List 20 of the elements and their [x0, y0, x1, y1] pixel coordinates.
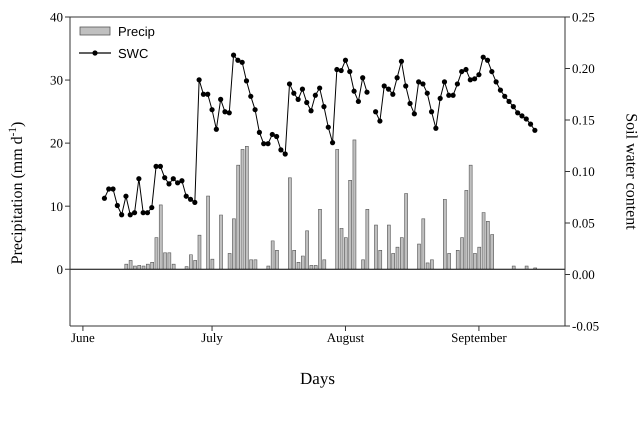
y2-tick-label: 0.25: [572, 10, 595, 25]
y2-tick-label: -0.05: [572, 318, 600, 334]
y2-tick-label: 0.15: [572, 112, 595, 128]
y-tick-label: 0: [56, 262, 63, 277]
y-tick-label: 30: [50, 72, 63, 88]
x-tick-label: September: [451, 330, 508, 346]
legend-label: SWC: [118, 46, 148, 60]
y-tick-label: 10: [50, 198, 63, 214]
y2-tick-label: 0.20: [572, 61, 595, 76]
y-tick-label: 40: [50, 10, 63, 25]
x-tick-label: August: [326, 330, 365, 346]
x-tick-label: July: [201, 330, 224, 346]
y2-tick-label: 0.10: [572, 164, 595, 180]
y2-tick-label: 0.05: [572, 216, 595, 231]
y-tick-label: 20: [50, 136, 63, 151]
legend-label: Precip: [118, 24, 155, 38]
x-axis-title: Days: [300, 369, 335, 388]
y2-axis-title: Soil water content: [622, 113, 639, 230]
y2-tick-label: 0.00: [572, 267, 595, 282]
x-tick-label: June: [70, 330, 96, 346]
